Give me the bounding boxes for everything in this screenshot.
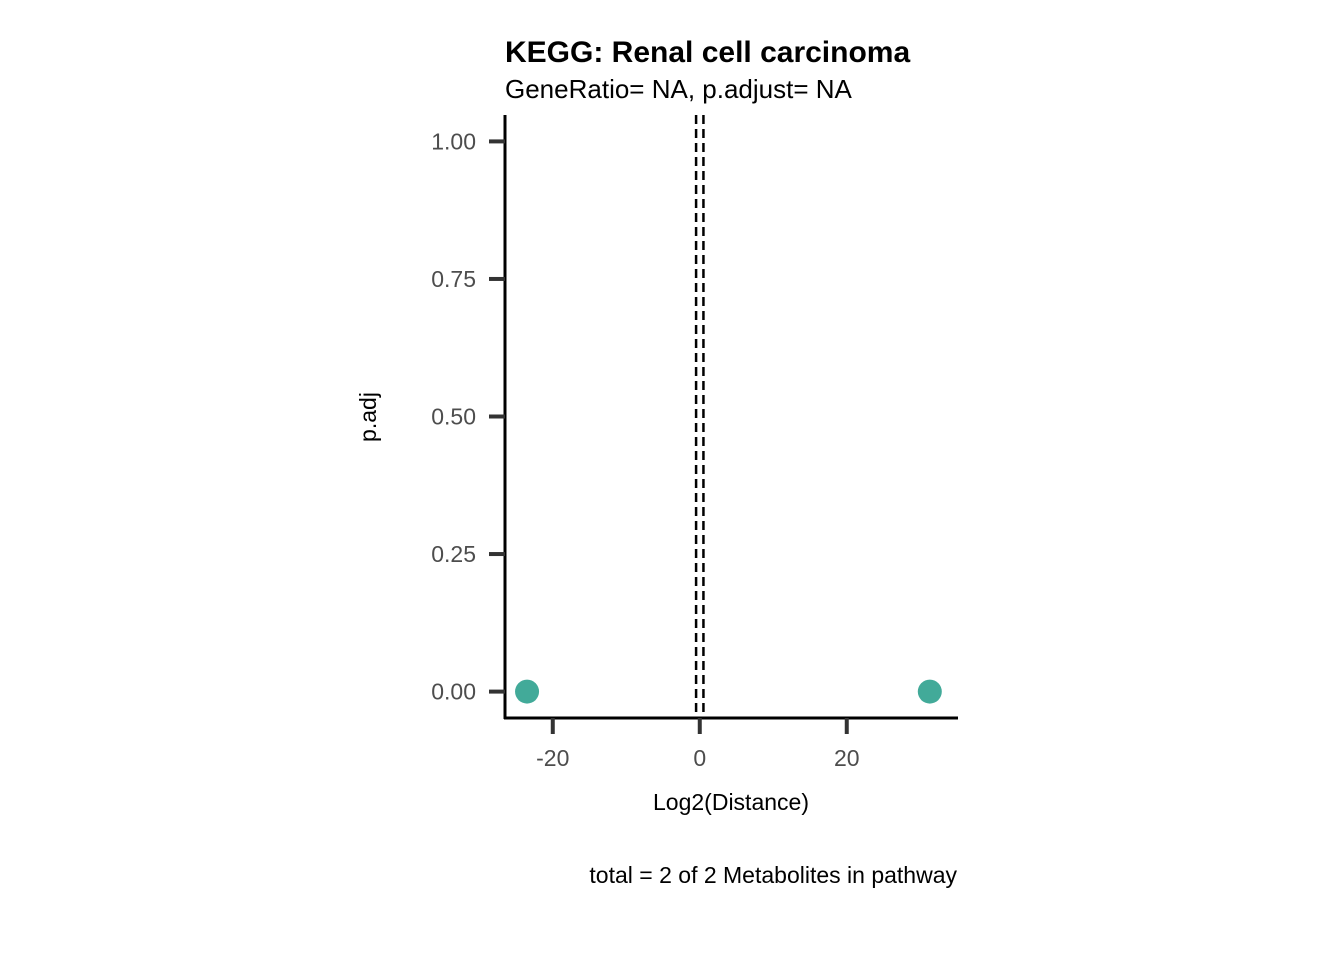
x-tick-label: -20 — [536, 745, 569, 771]
y-tick-label: 1.00 — [431, 128, 476, 154]
chart-title: KEGG: Renal cell carcinoma — [505, 36, 910, 69]
data-point — [515, 679, 540, 704]
x-axis-ticks: -20 0 20 — [536, 718, 860, 771]
y-tick-label: 0.50 — [431, 404, 476, 430]
x-tick-label: 0 — [693, 745, 706, 771]
y-axis-title: p.adj — [355, 392, 381, 442]
chart-caption: total = 2 of 2 Metabolites in pathway — [589, 862, 957, 888]
x-axis-title: Log2(Distance) — [653, 789, 809, 815]
y-tick-label: 0.00 — [431, 679, 476, 705]
data-points — [515, 679, 942, 704]
data-point — [917, 679, 942, 704]
reference-lines — [694, 115, 705, 718]
y-axis-ticks: 0.00 0.25 0.50 0.75 1.00 — [431, 128, 505, 705]
y-tick-label: 0.75 — [431, 266, 476, 292]
chart-subtitle: GeneRatio= NA, p.adjust= NA — [505, 74, 853, 104]
y-tick-label: 0.25 — [431, 541, 476, 567]
x-tick-label: 20 — [834, 745, 860, 771]
